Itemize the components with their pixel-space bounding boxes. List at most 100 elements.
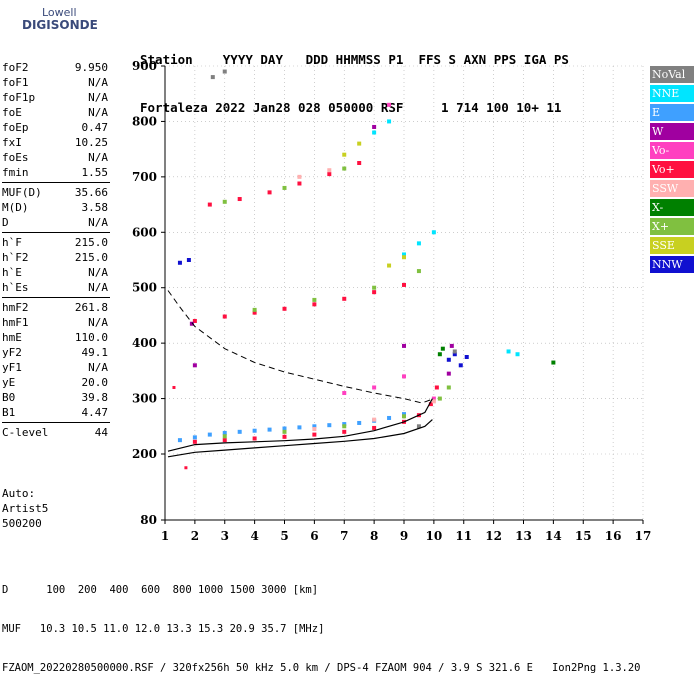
data-point: [222, 434, 227, 439]
data-point: [440, 346, 445, 351]
data-point: [210, 75, 215, 80]
data-point: [446, 371, 451, 376]
param-value: 44: [94, 426, 108, 439]
header-line-1: Station YYYY DAY DDD HHMMSS P1 FFS S AXN…: [140, 52, 569, 67]
data-point: [186, 258, 191, 262]
param-value: N/A: [88, 266, 108, 279]
data-point: [387, 415, 392, 420]
param-separator: [2, 297, 110, 298]
header-line-2: Fortaleza 2022 Jan28 028 050000 RSF 1 71…: [140, 100, 562, 115]
param-row: D N/A: [2, 215, 108, 230]
param-value: 4.47: [81, 406, 109, 419]
axes: 1 2 3 4 5 6 7 8 9 10 11 12 13 14 15 16 17802003004005006…: [132, 59, 651, 543]
param-row: fmin 1.55: [2, 165, 108, 180]
param-row: foEs N/A: [2, 150, 108, 165]
data-point: [402, 343, 406, 348]
profile-curve: [167, 419, 433, 458]
x-tick-label: 8: [370, 529, 378, 543]
param-row: h`F 215.0: [2, 235, 108, 250]
param-separator: [2, 182, 110, 183]
param-value: 215.0: [74, 236, 108, 249]
param-value: N/A: [88, 361, 108, 374]
series-noval: [210, 69, 457, 429]
data-point: [342, 152, 347, 157]
data-point: [372, 425, 377, 430]
data-point: [402, 252, 406, 257]
data-point: [437, 396, 442, 401]
x-tick-label: 12: [485, 529, 502, 543]
param-row: yE 20.0: [2, 375, 108, 390]
param-name: yF2: [2, 346, 22, 359]
x-tick-label: 10: [426, 529, 443, 543]
series-x-: [437, 346, 556, 365]
data-point: [192, 435, 197, 440]
data-point: [222, 438, 227, 443]
data-point: [372, 385, 377, 390]
param-name: yF1: [2, 361, 22, 374]
series-vo-: [342, 102, 436, 401]
param-name: h`F2: [2, 251, 29, 264]
data-point: [342, 429, 347, 434]
data-point: [177, 438, 182, 443]
param-name: foEs: [2, 151, 29, 164]
data-point: [372, 285, 377, 290]
param-row: hmE 110.0: [2, 330, 108, 345]
series-w: [189, 124, 454, 376]
param-row: h`Es N/A: [2, 280, 108, 295]
data-point: [464, 355, 469, 359]
x-tick-label: 1: [161, 529, 169, 543]
data-point: [222, 430, 227, 435]
series-x-: [222, 166, 451, 439]
data-point: [312, 424, 317, 429]
data-point: [416, 424, 421, 429]
param-value: N/A: [88, 106, 108, 119]
data-point: [416, 269, 421, 274]
data-point: [222, 314, 227, 319]
data-point: [192, 363, 197, 368]
data-point: [446, 357, 451, 362]
param-name: M(D): [2, 201, 29, 214]
data-point: [416, 241, 421, 246]
param-row: yF1 N/A: [2, 360, 108, 375]
legend-entry-noval: NoVal: [650, 66, 694, 83]
data-point: [267, 190, 272, 195]
data-point: [297, 425, 302, 430]
param-value: N/A: [88, 91, 108, 104]
legend-entry-nnw: NNW: [650, 256, 694, 273]
data-point: [357, 420, 362, 425]
trace-curve: [167, 398, 433, 452]
legend-entry-e: E: [650, 104, 694, 121]
data-point: [267, 427, 272, 432]
y-tick-label: 200: [132, 447, 157, 461]
series-nnw: [177, 258, 469, 368]
data-point: [297, 174, 302, 179]
data-point: [428, 402, 433, 407]
data-point: [222, 199, 227, 204]
series-e: [177, 412, 406, 443]
data-point: [252, 428, 257, 433]
param-separator: [2, 422, 110, 423]
x-tick-label: 9: [400, 529, 408, 543]
y-tick-label: 900: [132, 59, 157, 73]
param-row: hmF1 N/A: [2, 315, 108, 330]
data-point: [297, 181, 302, 186]
data-point: [192, 439, 197, 444]
data-point: [402, 255, 406, 260]
param-name: h`F: [2, 236, 22, 249]
param-name: fmin: [2, 166, 29, 179]
param-row: B1 4.47: [2, 405, 108, 420]
param-value: 49.1: [81, 346, 109, 359]
data-point: [402, 414, 406, 419]
footer-line-3: FZAOM_20220280500000.RSF / 320fx256h 50 …: [2, 662, 641, 674]
x-tick-label: 3: [221, 529, 229, 543]
logo-line-2: DIGISONDE: [22, 18, 98, 32]
param-row: foF2 9.950: [2, 60, 108, 75]
legend-entry-w: W: [650, 123, 694, 140]
legend-entry-vo-: Vo-: [650, 142, 694, 159]
data-point: [551, 360, 556, 365]
param-value: 10.25: [74, 136, 108, 149]
legend-entry-vo-: Vo+: [650, 161, 694, 178]
auto-line-2: Artist5: [2, 502, 49, 515]
data-point: [282, 426, 287, 431]
param-row: hmF2 261.8: [2, 300, 108, 315]
